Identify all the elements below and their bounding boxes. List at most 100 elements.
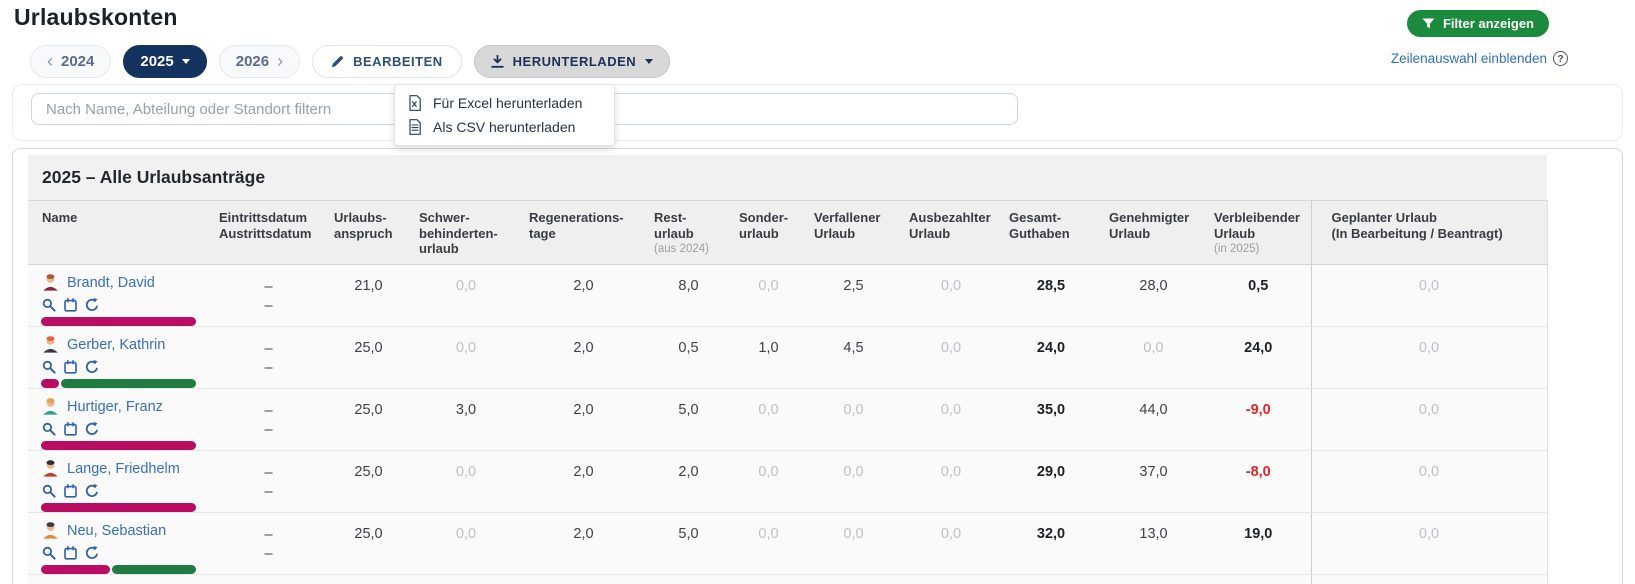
- col-special-vacation: Sonder- urlaub: [731, 200, 806, 265]
- cell-disability-vacation: 0,0: [411, 512, 521, 575]
- cell-remaining-vacation: 5,0: [646, 388, 731, 451]
- download-button[interactable]: HERUNTERLADEN: [473, 45, 671, 78]
- menu-item-excel[interactable]: Für Excel herunterladen: [395, 91, 614, 115]
- calendar-icon[interactable]: [64, 359, 77, 374]
- cell-expired-vacation: 0,0: [806, 388, 901, 451]
- col-remaining-balance: Verbleibender Urlaub (in 2025): [1206, 200, 1311, 265]
- calendar-icon[interactable]: [64, 421, 77, 436]
- cell-vacation-entitlement: 25,0: [326, 326, 411, 389]
- history-icon[interactable]: [85, 359, 99, 374]
- cell-approved-vacation: 0,0: [1101, 326, 1206, 389]
- cell-paidout-vacation: 0,0: [901, 264, 1001, 327]
- cell-regeneration-days: 2,0: [521, 512, 646, 575]
- edit-button-label: BEARBEITEN: [353, 54, 443, 69]
- cell-special-vacation: 0,0: [731, 450, 806, 513]
- calendar-icon[interactable]: [64, 297, 77, 312]
- entry-exit-dates: – –: [211, 512, 326, 575]
- history-icon[interactable]: [85, 421, 99, 436]
- table-row: Hurtiger, Franz – – 25,0: [28, 388, 1548, 451]
- cell-expired-vacation: 0,0: [806, 512, 901, 575]
- cell-expired-vacation: 4,5: [806, 326, 901, 389]
- table-row: Brandt, David – – 21,0 0: [28, 264, 1548, 327]
- year-prev-button[interactable]: ‹ 2024: [30, 45, 112, 78]
- search-icon[interactable]: [42, 546, 56, 560]
- menu-item-csv[interactable]: Als CSV herunterladen: [395, 115, 614, 139]
- cell-approved-vacation: 44,0: [1101, 388, 1206, 451]
- cell-approved-vacation: 28,0: [1101, 264, 1206, 327]
- employee-name-link[interactable]: Neu, Sebastian: [67, 523, 167, 539]
- cell-vacation-entitlement: 25,0: [326, 450, 411, 513]
- cell-disability-vacation: 0,0: [411, 326, 521, 389]
- cell-remaining-vacation: 8,0: [646, 264, 731, 327]
- col-planned-vacation: Geplanter Urlaub (In Bearbeitung / Beant…: [1310, 200, 1548, 265]
- entry-exit-dates: – –: [211, 450, 326, 513]
- cell-approved-vacation: 37,0: [1101, 450, 1206, 513]
- row-selection-link[interactable]: Zeilenauswahl einblenden: [1390, 51, 1547, 66]
- page-title: Urlaubskonten: [14, 4, 178, 30]
- cell-expired-vacation: 2,5: [806, 264, 901, 327]
- cell-disability-vacation: 0,0: [411, 450, 521, 513]
- col-entry-exit-date: Eintrittsdatum Austrittsdatum: [211, 200, 326, 265]
- year-next-button[interactable]: 2026 ›: [218, 45, 301, 78]
- employee-name-link[interactable]: Lange, Friedhelm: [67, 461, 180, 477]
- search-icon[interactable]: [42, 298, 56, 312]
- history-icon[interactable]: [85, 483, 99, 498]
- calendar-icon[interactable]: [64, 483, 77, 498]
- col-name: Name: [28, 200, 211, 265]
- cell-planned-vacation: 0,0: [1310, 388, 1548, 451]
- search-icon[interactable]: [42, 422, 56, 436]
- entry-exit-dates: – –: [211, 326, 326, 389]
- cell-vacation-entitlement: 25,0: [326, 512, 411, 575]
- cell-planned-vacation: 0,0: [1310, 450, 1548, 513]
- cell-total-balance: 35,0: [1001, 388, 1101, 451]
- search-icon[interactable]: [42, 360, 56, 374]
- cell-planned-vacation: 0,0: [1310, 326, 1548, 389]
- year-toolbar: ‹ 2024 2025 2026 › BEARBEITEN HERUNTERLA…: [30, 45, 671, 78]
- search-icon[interactable]: [42, 484, 56, 498]
- year-next-label: 2026: [235, 53, 270, 70]
- cell-disability-vacation: 0,0: [411, 264, 521, 327]
- menu-item-csv-label: Als CSV herunterladen: [433, 119, 576, 135]
- table-title: 2025 – Alle Urlaubsanträge: [42, 167, 266, 187]
- col-remaining-vacation: Rest- urlaub (aus 2024): [646, 200, 731, 265]
- col-expired-vacation: Verfallener Urlaub: [806, 200, 901, 265]
- cell-total-balance: 29,0: [1001, 450, 1101, 513]
- cell-expired-vacation: 0,0: [806, 450, 901, 513]
- filter-panel: [12, 84, 1623, 141]
- vacation-progress-bar: [41, 316, 196, 326]
- cell-total-balance: 24,0: [1001, 326, 1101, 389]
- cell-remaining-vacation: 0,5: [646, 326, 731, 389]
- cell-remaining-balance: -8,0: [1206, 450, 1311, 513]
- cell-paidout-vacation: 0,0: [901, 450, 1001, 513]
- cell-special-vacation: 0,0: [731, 388, 806, 451]
- chevron-right-icon: ›: [277, 50, 284, 71]
- vacation-progress-bar: [41, 564, 196, 574]
- help-icon[interactable]: ?: [1553, 51, 1568, 66]
- download-menu: Für Excel herunterladen Als CSV herunter…: [394, 84, 615, 146]
- employee-name-link[interactable]: Gerber, Kathrin: [67, 337, 166, 353]
- vacation-accounts-table: Name Eintrittsdatum Austrittsdatum Urlau…: [28, 200, 1548, 584]
- vacation-progress-bar: [41, 378, 196, 388]
- employee-name-link[interactable]: Hurtiger, Franz: [67, 399, 163, 415]
- cell-regeneration-days: 2,0: [521, 450, 646, 513]
- show-filter-button[interactable]: Filter anzeigen: [1406, 10, 1549, 37]
- cell-special-vacation: 1,0: [731, 326, 806, 389]
- entry-exit-dates: – –: [211, 388, 326, 451]
- history-icon[interactable]: [85, 297, 99, 312]
- cell-special-vacation: 0,0: [731, 512, 806, 575]
- cell-planned-vacation: 0,0: [1310, 512, 1548, 575]
- col-regeneration-days: Regenerations- tage: [521, 200, 646, 265]
- cell-regeneration-days: 2,0: [521, 326, 646, 389]
- avatar: [41, 272, 60, 295]
- calendar-icon[interactable]: [64, 545, 77, 560]
- employee-name-link[interactable]: Brandt, David: [67, 275, 155, 291]
- history-icon[interactable]: [85, 545, 99, 560]
- cell-approved-vacation: 13,0: [1101, 512, 1206, 575]
- year-current-label: 2025: [140, 53, 174, 70]
- year-current-button[interactable]: 2025: [123, 45, 207, 78]
- table-row: Neu, Sebastian – – 25,0: [28, 512, 1548, 575]
- edit-button[interactable]: BEARBEITEN: [312, 45, 462, 78]
- cell-vacation-entitlement: 25,0: [326, 388, 411, 451]
- cell-total-balance: 28,5: [1001, 264, 1101, 327]
